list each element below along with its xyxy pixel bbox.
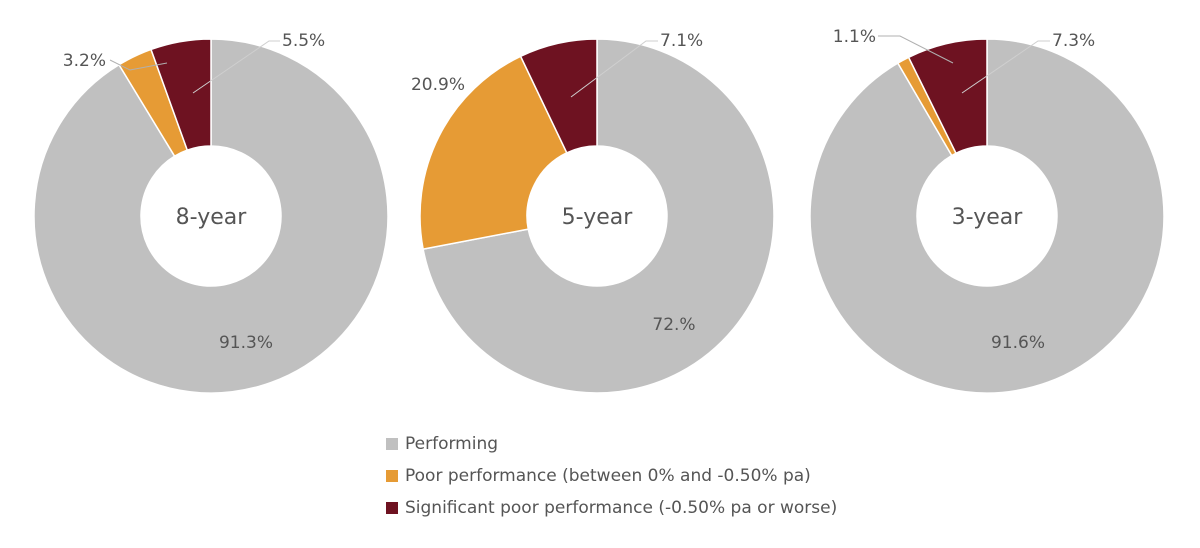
leader-line-significant xyxy=(192,40,280,94)
slice-performing xyxy=(422,38,775,394)
data-label-performing: 91.6% xyxy=(991,333,1045,353)
legend-label-significant: Significant poor performance (-0.50% pa … xyxy=(405,498,838,518)
slice-performing xyxy=(809,38,1165,394)
data-label-performing: 91.3% xyxy=(219,333,273,353)
data-label-significant: 7.3% xyxy=(1052,31,1095,51)
leader-line-poor xyxy=(878,35,954,64)
data-label-performing: 72.% xyxy=(652,315,695,335)
center-label: 8-year xyxy=(176,205,248,230)
legend: Performing Poor performance (between 0% … xyxy=(386,428,837,524)
donut-8-year: 8-year 91.3% 3.2% 5.5% xyxy=(33,31,389,394)
data-label-poor: 1.1% xyxy=(833,27,876,47)
center-label: 3-year xyxy=(952,205,1024,230)
donut-3-year: 3-year 91.6% 1.1% 7.3% xyxy=(809,27,1165,394)
donut-charts: 8-year 91.3% 3.2% 5.5% 5-year 72.% 20.9% 7.1% 3-… xyxy=(33,27,1165,394)
data-label-significant: 7.1% xyxy=(660,31,703,51)
donut-5-year: 5-year 72.% 20.9% 7.1% xyxy=(411,31,775,394)
legend-item-poor: Poor performance (between 0% and -0.50% … xyxy=(386,460,837,492)
leader-line-poor xyxy=(109,59,168,71)
legend-item-performing: Performing xyxy=(386,428,837,460)
data-label-poor: 20.9% xyxy=(411,75,465,95)
slice-significant xyxy=(150,38,212,152)
slice-significant xyxy=(907,38,988,155)
data-label-poor: 3.2% xyxy=(63,51,106,71)
center-label: 5-year xyxy=(562,205,634,230)
legend-swatch-significant xyxy=(386,502,398,514)
leader-line-significant xyxy=(961,40,1050,94)
data-label-significant: 5.5% xyxy=(282,31,325,51)
slice-significant xyxy=(519,38,598,154)
slice-performing xyxy=(33,38,389,394)
slice-poor xyxy=(419,55,568,251)
legend-item-significant: Significant poor performance (-0.50% pa … xyxy=(386,492,837,524)
legend-label-performing: Performing xyxy=(405,434,499,454)
leader-line-significant xyxy=(570,40,658,98)
legend-swatch-performing xyxy=(386,438,398,450)
legend-swatch-poor xyxy=(386,470,398,482)
legend-label-poor: Poor performance (between 0% and -0.50% … xyxy=(405,466,811,486)
